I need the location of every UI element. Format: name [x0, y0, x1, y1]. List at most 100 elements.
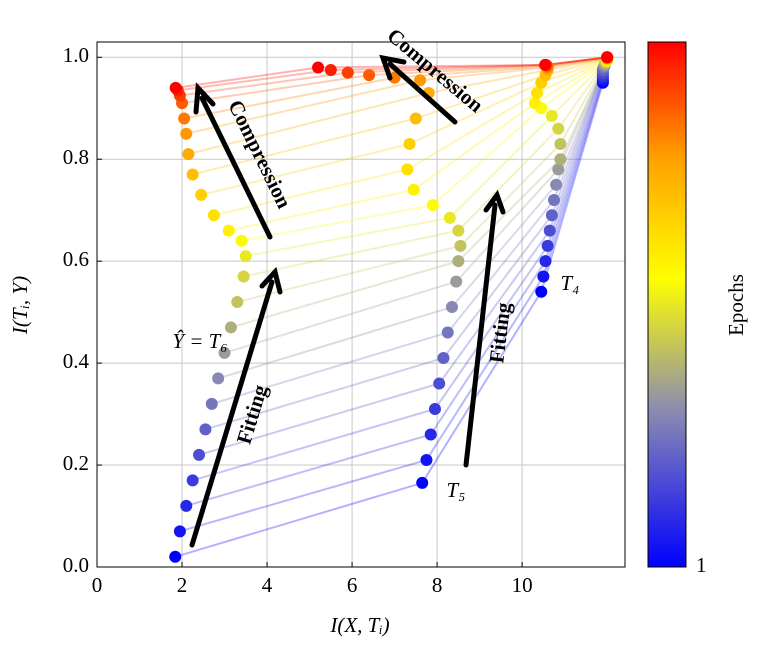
point: [441, 326, 454, 339]
point: [601, 51, 614, 64]
point: [193, 448, 206, 461]
colorbar-label: Epochs: [724, 274, 748, 336]
point: [539, 255, 552, 268]
point: [218, 346, 231, 359]
y-tick-label: 0.6: [63, 247, 89, 271]
point: [388, 71, 401, 84]
point: [545, 209, 558, 222]
epoch-link: [185, 77, 604, 507]
y-tick-label: 0.4: [63, 349, 90, 373]
arrows: [189, 54, 506, 548]
point: [416, 476, 429, 489]
x-axis-label: I(X, Tᵢ): [329, 613, 389, 637]
epoch-link: [205, 69, 604, 431]
point: [452, 224, 465, 237]
point: [169, 550, 182, 563]
point: [552, 163, 565, 176]
point: [414, 74, 427, 87]
epoch-link: [198, 72, 604, 456]
y-tick-label: 0.2: [63, 451, 89, 475]
point: [178, 112, 191, 125]
point: [207, 209, 220, 222]
series-label: Ŷ = T₆: [172, 329, 227, 353]
point: [182, 148, 195, 161]
point: [428, 402, 441, 415]
epoch-link: [243, 60, 608, 278]
epoch-link: [177, 56, 608, 92]
epoch-link: [245, 60, 608, 258]
annotation: Fitting: [484, 301, 515, 365]
point: [535, 285, 548, 298]
epoch-link: [192, 74, 604, 482]
x-tick-label: 6: [347, 573, 358, 597]
x-tick-label: 10: [512, 573, 533, 597]
arrow-head: [483, 189, 506, 215]
point: [169, 81, 182, 94]
point: [205, 397, 218, 410]
plot-frame: [96, 41, 626, 568]
epoch-link: [241, 59, 608, 242]
point: [239, 250, 252, 263]
point: [312, 61, 325, 74]
point: [443, 211, 456, 224]
x-tick-label: 4: [262, 573, 273, 597]
arrow-head: [259, 266, 283, 295]
epoch-link: [181, 56, 608, 105]
point: [550, 178, 563, 191]
point: [420, 453, 433, 466]
point: [363, 69, 376, 82]
point: [433, 377, 446, 390]
point: [554, 153, 567, 166]
epoch-link: [192, 57, 608, 176]
point: [552, 122, 565, 135]
point: [231, 295, 244, 308]
point: [195, 188, 208, 201]
arrow: [199, 95, 273, 240]
point: [548, 194, 561, 207]
point: [424, 428, 437, 441]
series-label: T₅: [447, 478, 466, 502]
point: [537, 270, 550, 283]
annotation: Compression: [223, 96, 296, 212]
point: [212, 372, 225, 385]
point: [541, 239, 554, 252]
point: [450, 275, 463, 288]
point: [403, 137, 416, 150]
colorbar: [647, 41, 687, 568]
y-tick-label: 0.8: [63, 145, 89, 169]
point: [235, 234, 248, 247]
point: [180, 499, 193, 512]
epoch-link: [186, 56, 608, 135]
arrow-head: [379, 54, 407, 81]
x-tick-label: 0: [92, 573, 103, 597]
point: [341, 66, 354, 79]
point: [437, 352, 450, 365]
point: [409, 112, 422, 125]
point: [426, 199, 439, 212]
x-tick-label: 8: [432, 573, 443, 597]
point: [401, 163, 414, 176]
epoch-link: [224, 64, 606, 354]
epoch-link: [217, 65, 606, 380]
point: [454, 239, 467, 252]
arrow: [463, 202, 498, 468]
point: [407, 183, 420, 196]
epoch-link: [179, 79, 604, 533]
point: [531, 86, 543, 99]
epoch-link: [228, 58, 608, 232]
point: [539, 58, 552, 71]
epoch-link: [213, 58, 608, 217]
point: [173, 525, 186, 538]
colorbar-tick-label: 1: [696, 553, 707, 577]
point: [186, 168, 199, 181]
point: [199, 423, 212, 436]
point: [554, 137, 567, 150]
epoch-link: [188, 57, 608, 156]
epoch-link: [211, 67, 605, 405]
point: [545, 109, 558, 122]
y-tick-label: 0.0: [63, 553, 89, 577]
point: [186, 474, 199, 487]
epoch-link: [174, 82, 604, 558]
